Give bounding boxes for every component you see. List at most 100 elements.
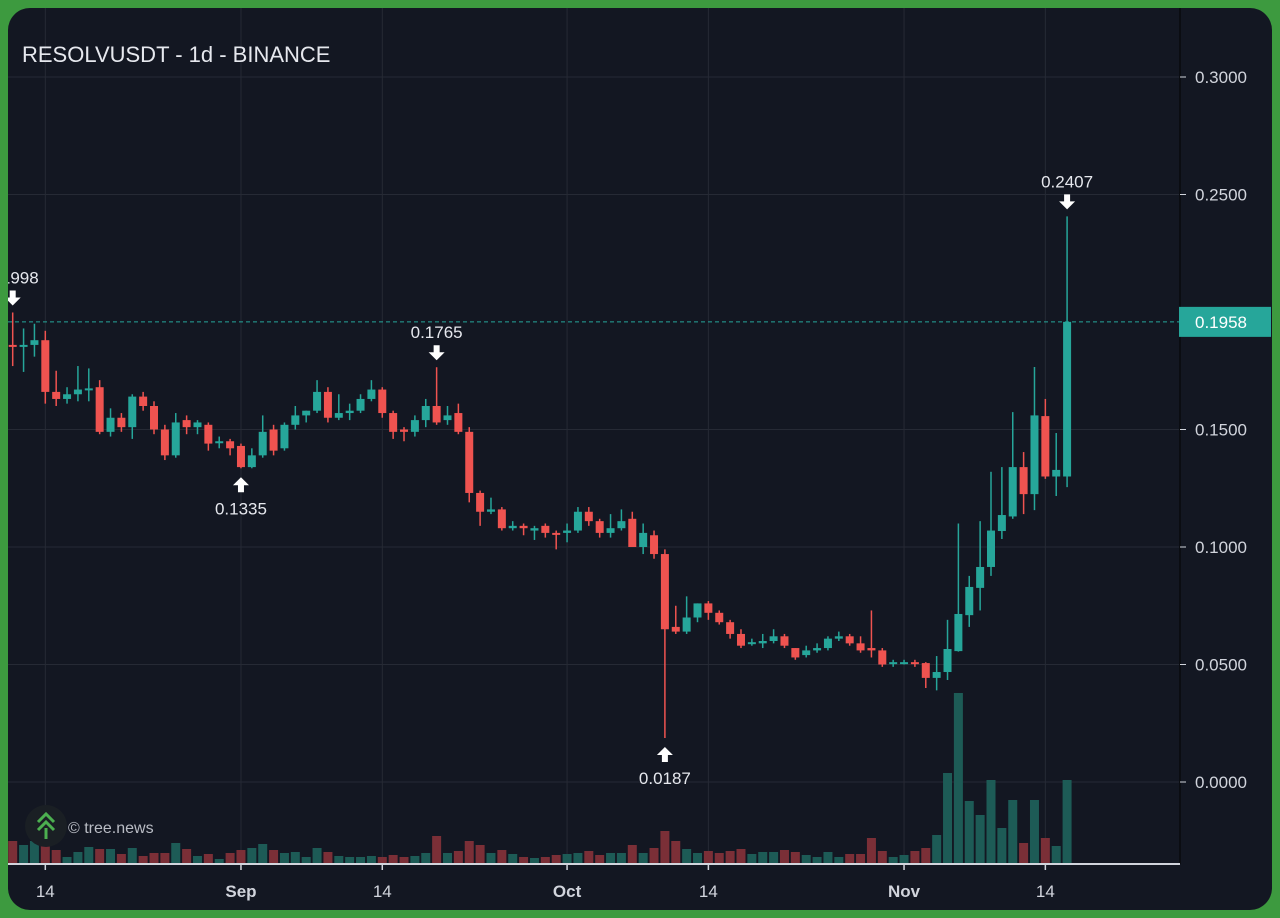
volume-bar [845, 854, 855, 863]
candle-body [128, 396, 137, 428]
volume-bar [682, 849, 692, 863]
candle [421, 398, 430, 428]
candle-body [965, 586, 974, 616]
price-tick-label: 0.1000 [1195, 538, 1247, 557]
volume-bar [758, 852, 768, 863]
volume-bar [421, 853, 431, 863]
candle [410, 415, 419, 437]
candle [52, 370, 61, 406]
volume-bar [62, 857, 72, 863]
candle [323, 387, 332, 423]
candle-body [791, 648, 800, 658]
candle-body [443, 415, 452, 421]
candle [845, 633, 854, 646]
candle-body [410, 420, 419, 432]
candle-body [421, 406, 430, 421]
candle [530, 525, 539, 540]
volume-bar [866, 838, 876, 863]
candle [117, 413, 126, 432]
candle [519, 523, 528, 536]
volume-bar [1062, 780, 1072, 863]
candle [313, 380, 322, 414]
candle [356, 394, 365, 414]
volume-bar [399, 857, 409, 863]
candle-body [356, 398, 365, 411]
volume-bar [932, 835, 942, 863]
candle [878, 648, 887, 667]
volume-bar [551, 855, 561, 863]
volume-bar [649, 848, 659, 863]
last-price-tag: 0.1958 [1179, 306, 1271, 337]
candle-body [389, 413, 398, 432]
candle [628, 511, 637, 547]
volume-bar [573, 853, 583, 863]
candle-body [628, 518, 637, 547]
candle-body [976, 566, 985, 588]
candle-body [52, 391, 61, 399]
candle [769, 629, 778, 644]
candle-body [378, 389, 387, 414]
grid [8, 8, 1180, 864]
candle [802, 645, 811, 658]
time-tick-label: 14 [1036, 882, 1055, 901]
volume-bar [627, 845, 637, 863]
candle-body [63, 394, 72, 399]
volume-bar [508, 854, 518, 863]
candle [269, 424, 278, 456]
candle-body [758, 641, 767, 644]
candle-body [889, 662, 898, 665]
annotations: 0.1998 0.1765 0.1335 0.0187 0.2407 [8, 172, 1093, 788]
time-axis[interactable]: 14 Sep 14 Oct 14 Nov 14 [36, 864, 1055, 901]
candle [715, 610, 724, 625]
volume-bar [790, 852, 800, 863]
volume-bar [943, 773, 953, 863]
arrow-up-icon [232, 477, 249, 493]
candle [889, 659, 898, 667]
candle-body [573, 511, 582, 531]
low-marker: 0.1335 [215, 477, 267, 518]
price-tick-label: 0.3000 [1195, 68, 1247, 87]
volume-bar [171, 843, 181, 863]
volume-bar [638, 853, 648, 863]
candle-body [900, 662, 909, 665]
candle-body [932, 672, 941, 678]
volume-bar [519, 857, 529, 863]
candle [19, 328, 28, 372]
volume-bar [40, 845, 50, 863]
price-axis[interactable]: 0.3000 0.2500 0.1500 0.1000 0.0500 0.0000 [1180, 68, 1247, 792]
candle [1019, 452, 1028, 515]
candle [595, 518, 604, 538]
volume-bar [693, 853, 703, 863]
volume-bar [812, 857, 822, 863]
volume-bar [356, 857, 366, 863]
candle-body [247, 455, 256, 468]
candle [84, 368, 93, 402]
candle [389, 410, 398, 439]
arrow-up-icon [656, 747, 673, 763]
candle [758, 633, 767, 649]
candle-body [617, 521, 626, 529]
candle-body [671, 626, 680, 632]
volume-bar [116, 854, 126, 863]
candle-body [660, 554, 669, 630]
candle [160, 424, 169, 461]
candle-body [215, 441, 224, 444]
candle [291, 406, 300, 430]
volume-bar [225, 853, 235, 863]
candle [856, 636, 865, 653]
candle-body [171, 422, 180, 456]
candles [8, 216, 1072, 739]
volume-bar [149, 853, 159, 863]
candle [150, 401, 159, 435]
candle [693, 603, 702, 623]
candle [541, 523, 550, 538]
candle [606, 514, 615, 538]
volume-bar [660, 831, 670, 863]
candle [900, 659, 909, 665]
volume-bar [388, 855, 398, 863]
candle-body [943, 648, 952, 673]
candle [432, 367, 441, 425]
candle-body [1041, 416, 1050, 477]
tree-news-logo-icon [25, 805, 67, 847]
